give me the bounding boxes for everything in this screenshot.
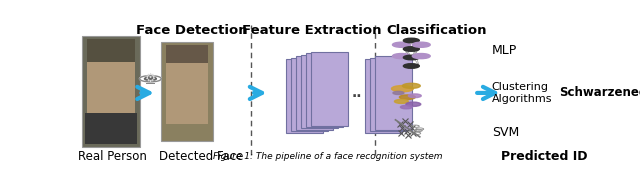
Circle shape bbox=[408, 94, 421, 98]
Circle shape bbox=[412, 42, 430, 47]
Circle shape bbox=[403, 55, 419, 60]
Bar bbox=[85, 113, 137, 144]
Bar bbox=[296, 56, 333, 130]
Bar bbox=[370, 58, 407, 131]
Text: Clustering
Algorithms: Clustering Algorithms bbox=[492, 82, 552, 104]
Bar bbox=[161, 42, 213, 141]
Bar bbox=[88, 55, 134, 125]
Bar bbox=[310, 52, 348, 125]
Text: ⚙: ⚙ bbox=[145, 72, 156, 85]
Text: MLP: MLP bbox=[492, 44, 517, 57]
Bar bbox=[286, 59, 323, 133]
Circle shape bbox=[406, 102, 420, 106]
Circle shape bbox=[392, 86, 413, 92]
Circle shape bbox=[403, 47, 419, 51]
Circle shape bbox=[401, 105, 412, 109]
Circle shape bbox=[394, 99, 408, 103]
Circle shape bbox=[392, 42, 410, 47]
Text: Classification: Classification bbox=[387, 24, 488, 37]
Bar bbox=[146, 83, 155, 84]
Bar bbox=[83, 36, 140, 147]
Bar bbox=[166, 45, 208, 63]
Circle shape bbox=[399, 95, 415, 99]
Circle shape bbox=[145, 77, 156, 80]
Text: Feature Extraction: Feature Extraction bbox=[243, 24, 382, 37]
Bar bbox=[301, 55, 338, 128]
Text: Real Person: Real Person bbox=[78, 150, 147, 163]
Circle shape bbox=[403, 38, 419, 43]
Circle shape bbox=[392, 54, 410, 59]
Text: Face Detection: Face Detection bbox=[136, 24, 248, 37]
Circle shape bbox=[140, 76, 161, 82]
Text: SVM: SVM bbox=[492, 126, 519, 139]
Bar bbox=[291, 58, 328, 131]
Text: ..: .. bbox=[352, 86, 362, 100]
Circle shape bbox=[393, 91, 404, 94]
Bar bbox=[375, 56, 412, 130]
Text: Detected Face: Detected Face bbox=[159, 150, 244, 163]
Circle shape bbox=[403, 83, 420, 88]
Bar bbox=[88, 39, 134, 62]
Bar bbox=[365, 59, 403, 133]
Text: Figure 1: The pipeline of a face recognition system: Figure 1: The pipeline of a face recogni… bbox=[213, 152, 443, 161]
Circle shape bbox=[412, 54, 430, 59]
Bar bbox=[306, 53, 343, 127]
Text: Predicted ID: Predicted ID bbox=[500, 150, 587, 163]
Text: Schwarzenegger: Schwarzenegger bbox=[559, 86, 640, 99]
Bar bbox=[166, 56, 208, 124]
Circle shape bbox=[403, 64, 419, 68]
